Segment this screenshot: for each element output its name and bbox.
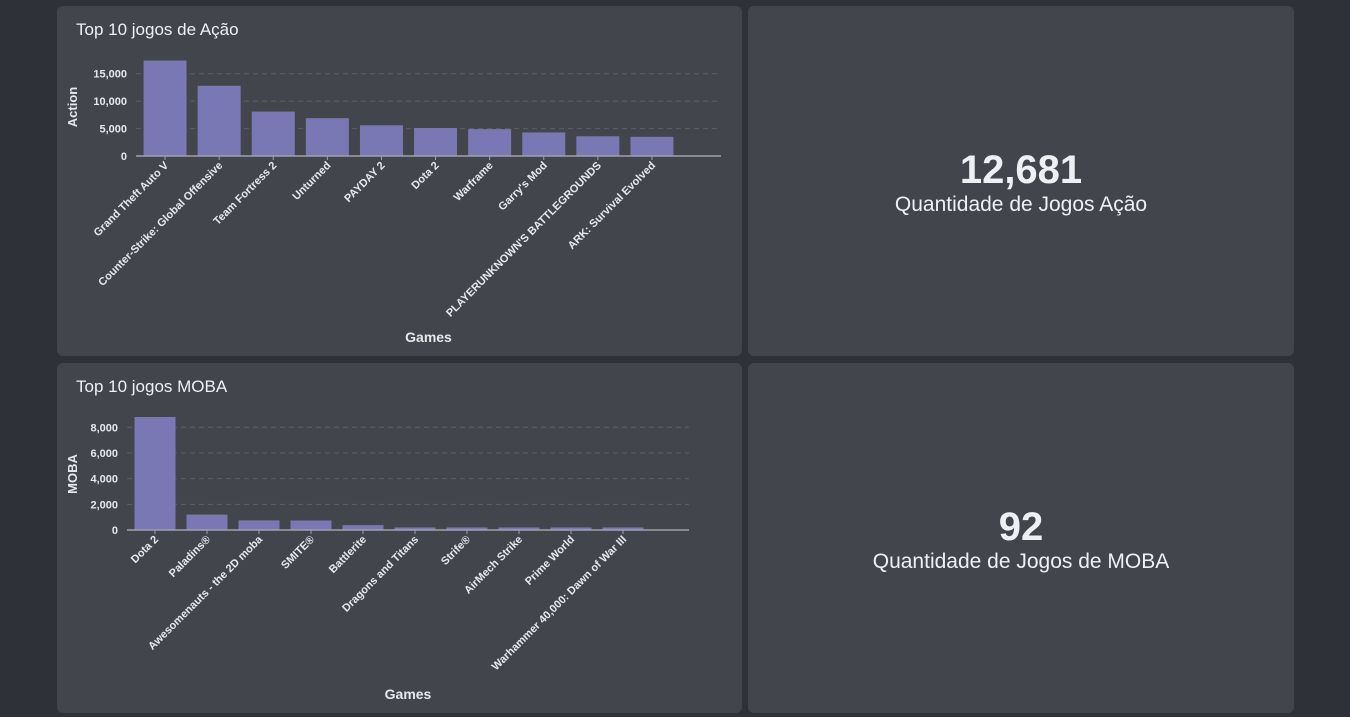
moba-count-card: 92 Quantidade de Jogos de MOBA — [748, 363, 1294, 713]
x-tick-label: SMITE® — [279, 534, 317, 572]
x-tick-label: Warframe — [452, 160, 496, 204]
y-tick-label: 2,000 — [90, 499, 118, 511]
moba-count-value: 92 — [748, 505, 1294, 549]
bar[interactable] — [522, 132, 565, 156]
action-count-label: Quantidade de Jogos Ação — [748, 192, 1294, 218]
bar[interactable] — [198, 86, 241, 156]
bar[interactable] — [187, 515, 228, 530]
y-tick-label: 5,000 — [99, 124, 127, 136]
x-tick-label: Counter-Strike: Global Offensive — [96, 160, 225, 289]
x-tick-label: Battlerite — [327, 534, 369, 576]
x-tick-label: Prime World — [523, 534, 577, 588]
x-tick-label: Dota 2 — [409, 160, 441, 192]
y-axis-title: Action — [65, 87, 80, 128]
moba-bar-chart: 0 2,000 4,000 6,000 8,000 Dota 2 Paladins®Awes… — [57, 363, 742, 713]
y-axis-title: MOBA — [65, 454, 80, 494]
bar[interactable] — [414, 128, 457, 156]
bar[interactable] — [239, 520, 280, 530]
bar[interactable] — [468, 129, 511, 156]
x-tick-label: Awesomenauts - the 2D moba — [146, 533, 266, 653]
x-axis-title: Games — [405, 329, 452, 345]
bar[interactable] — [144, 61, 187, 156]
x-axis-title: Games — [385, 686, 432, 702]
y-tick-label: 0 — [121, 151, 127, 163]
bar[interactable] — [252, 112, 295, 156]
bar[interactable] — [360, 125, 403, 156]
x-tick-label: Dota 2 — [129, 534, 161, 566]
action-count-card: 12,681 Quantidade de Jogos Ação — [748, 6, 1294, 356]
x-tick-label: Unturned — [290, 160, 333, 203]
x-tick-label: Garry's Mod — [496, 160, 550, 214]
moba-count-label: Quantidade de Jogos de MOBA — [748, 549, 1294, 575]
y-tick-label: 6,000 — [90, 448, 118, 460]
bar[interactable] — [630, 137, 673, 156]
y-tick-label: 0 — [112, 525, 118, 537]
bar[interactable] — [135, 417, 176, 530]
x-tick-label: Paladins® — [167, 534, 213, 580]
bar[interactable] — [306, 118, 349, 156]
y-tick-label: 15,000 — [93, 69, 127, 81]
y-tick-label: 10,000 — [93, 96, 127, 108]
action-count-value: 12,681 — [748, 148, 1294, 192]
bar[interactable] — [576, 136, 619, 156]
y-tick-label: 4,000 — [90, 474, 118, 486]
action-chart-card: Top 10 jogos de Ação 0 5,000 10,000 15,000 G… — [57, 6, 742, 356]
bar[interactable] — [291, 520, 332, 530]
moba-chart-card: Top 10 jogos MOBA 0 2,000 4,000 6,000 8,000 D… — [57, 363, 742, 713]
x-tick-label: ARK: Survival Evolved — [566, 160, 658, 252]
x-tick-label: Strife® — [439, 534, 473, 568]
x-tick-label: PAYDAY 2 — [342, 160, 387, 205]
y-tick-label: 8,000 — [90, 422, 118, 434]
